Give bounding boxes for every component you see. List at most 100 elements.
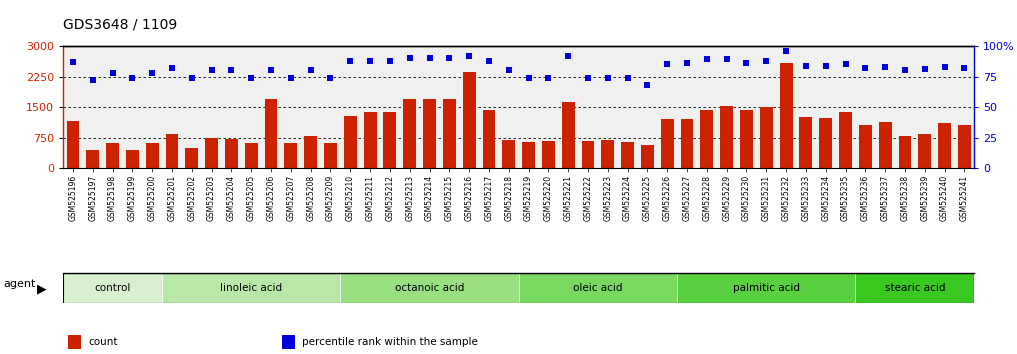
- Bar: [839, 112, 852, 168]
- Point: [65, 59, 81, 65]
- Bar: [166, 135, 178, 168]
- Point: [600, 75, 616, 81]
- Point: [322, 75, 339, 81]
- Point: [84, 78, 101, 83]
- Bar: [701, 109, 713, 168]
- Bar: [859, 125, 872, 168]
- Point: [164, 65, 180, 71]
- Point: [124, 75, 140, 81]
- Text: percentile rank within the sample: percentile rank within the sample: [302, 337, 478, 347]
- Bar: [63, 273, 162, 303]
- Text: octanoic acid: octanoic acid: [395, 282, 464, 293]
- Bar: [463, 73, 476, 168]
- Bar: [383, 112, 397, 168]
- Point: [540, 75, 556, 81]
- Bar: [341, 273, 519, 303]
- Bar: [582, 141, 595, 168]
- Point: [877, 64, 893, 70]
- Point: [342, 58, 358, 63]
- Bar: [898, 136, 911, 168]
- Point: [184, 75, 200, 81]
- Point: [837, 62, 853, 67]
- Point: [937, 64, 953, 70]
- Point: [580, 75, 596, 81]
- Point: [105, 70, 121, 76]
- Point: [897, 68, 913, 73]
- Point: [224, 68, 240, 73]
- Bar: [720, 106, 733, 168]
- Bar: [760, 107, 773, 168]
- Text: control: control: [95, 282, 131, 293]
- Point: [381, 58, 398, 63]
- Bar: [799, 117, 813, 168]
- Text: count: count: [88, 337, 118, 347]
- Bar: [918, 135, 932, 168]
- Point: [263, 68, 280, 73]
- Bar: [519, 273, 677, 303]
- Point: [818, 63, 834, 68]
- Point: [916, 67, 933, 72]
- Bar: [855, 273, 974, 303]
- Point: [619, 75, 636, 81]
- Point: [302, 68, 318, 73]
- Text: linoleic acid: linoleic acid: [221, 282, 283, 293]
- Bar: [621, 142, 634, 168]
- Point: [738, 60, 755, 66]
- Point: [699, 57, 715, 62]
- Point: [956, 65, 972, 71]
- Point: [797, 63, 814, 68]
- Bar: [680, 119, 694, 168]
- Bar: [145, 143, 159, 168]
- Point: [402, 55, 418, 61]
- Point: [560, 53, 577, 59]
- Text: palmitic acid: palmitic acid: [733, 282, 799, 293]
- Text: agent: agent: [3, 279, 36, 289]
- Bar: [958, 125, 971, 168]
- Point: [481, 58, 497, 63]
- Bar: [780, 63, 792, 168]
- Bar: [820, 118, 832, 168]
- Bar: [677, 273, 855, 303]
- Bar: [205, 138, 218, 168]
- Bar: [304, 136, 317, 168]
- Point: [719, 57, 735, 62]
- Bar: [66, 121, 79, 168]
- Bar: [344, 116, 357, 168]
- Point: [857, 65, 874, 71]
- Point: [679, 60, 696, 66]
- Bar: [423, 99, 436, 168]
- Text: ▶: ▶: [37, 283, 47, 296]
- Bar: [938, 124, 951, 168]
- Point: [778, 48, 794, 54]
- Bar: [502, 139, 516, 168]
- Bar: [264, 99, 278, 168]
- Text: oleic acid: oleic acid: [574, 282, 622, 293]
- Bar: [542, 141, 555, 168]
- Bar: [641, 144, 654, 168]
- Bar: [185, 148, 198, 168]
- Point: [243, 75, 259, 81]
- Bar: [404, 99, 416, 168]
- Point: [500, 68, 517, 73]
- Bar: [106, 143, 119, 168]
- Point: [144, 70, 161, 76]
- Bar: [126, 150, 139, 168]
- Point: [758, 58, 774, 63]
- Point: [441, 55, 458, 61]
- Point: [521, 75, 537, 81]
- Point: [659, 62, 675, 67]
- Point: [421, 55, 437, 61]
- Bar: [561, 102, 575, 168]
- Bar: [482, 110, 495, 168]
- Text: GDS3648 / 1109: GDS3648 / 1109: [63, 18, 177, 32]
- Point: [362, 58, 378, 63]
- Point: [283, 75, 299, 81]
- Bar: [879, 122, 892, 168]
- Bar: [245, 143, 257, 168]
- Point: [203, 68, 220, 73]
- Bar: [225, 139, 238, 168]
- Bar: [522, 142, 535, 168]
- Bar: [324, 143, 337, 168]
- Text: stearic acid: stearic acid: [885, 282, 945, 293]
- Bar: [740, 109, 753, 168]
